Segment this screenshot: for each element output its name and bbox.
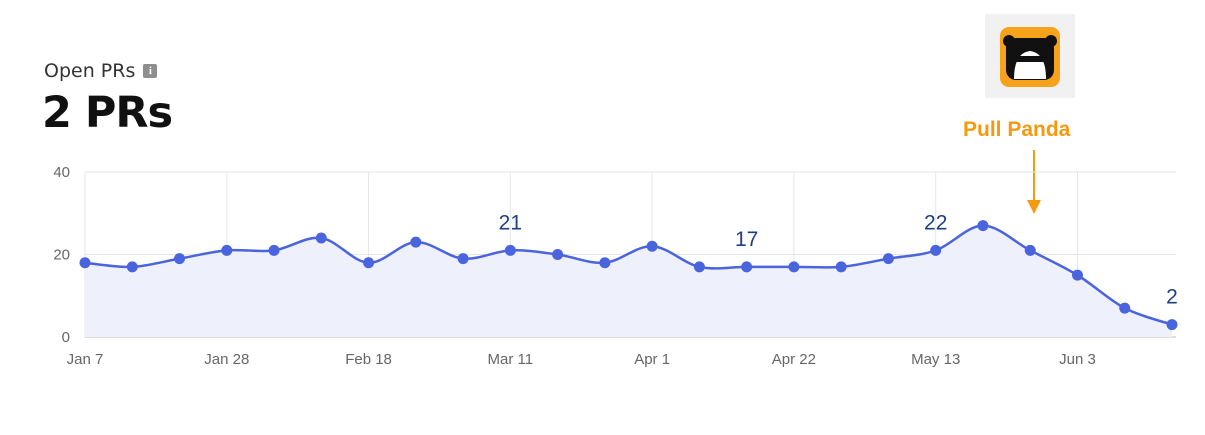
x-tick-label: Jan 28 xyxy=(204,351,249,368)
value-annotation: 22 xyxy=(924,211,947,234)
data-point xyxy=(126,261,138,273)
data-point xyxy=(315,232,327,244)
x-tick-label: Feb 18 xyxy=(345,351,392,368)
data-point xyxy=(835,261,847,273)
data-point xyxy=(930,244,942,256)
y-tick-label: 0 xyxy=(62,329,70,346)
brand-name: Pull Panda xyxy=(963,118,1071,141)
data-point xyxy=(268,244,280,256)
data-point xyxy=(882,253,894,265)
data-point xyxy=(363,257,375,269)
data-point xyxy=(79,257,91,269)
value-annotation: 21 xyxy=(499,211,522,234)
x-tick-label: Jan 7 xyxy=(67,351,104,368)
info-icon[interactable]: i xyxy=(143,64,158,78)
data-point xyxy=(1071,269,1083,281)
panda-logo-icon xyxy=(1000,27,1060,87)
x-tick-label: May 13 xyxy=(911,351,960,368)
data-point xyxy=(174,253,186,265)
data-point xyxy=(1024,244,1036,256)
x-tick-label: Apr 22 xyxy=(772,351,816,368)
data-point xyxy=(1119,302,1131,314)
data-point xyxy=(410,236,422,248)
metric-title: Open PRs xyxy=(44,60,136,82)
data-point xyxy=(741,261,753,273)
data-point xyxy=(504,244,516,256)
metric-value: 2 PRs xyxy=(42,88,173,138)
value-annotation: 17 xyxy=(735,228,758,251)
y-tick-label: 40 xyxy=(53,164,70,181)
data-point xyxy=(646,240,658,252)
series-area xyxy=(85,225,1172,337)
data-point xyxy=(599,257,611,269)
data-point xyxy=(977,220,989,232)
data-point xyxy=(693,261,705,273)
y-tick-label: 20 xyxy=(53,247,70,264)
value-annotation: 2 xyxy=(1166,286,1178,309)
data-point xyxy=(221,244,233,256)
x-tick-label: Apr 1 xyxy=(634,351,670,368)
brand-logo-box xyxy=(985,14,1075,98)
x-tick-label: Jun 3 xyxy=(1059,351,1096,368)
x-tick-label: Mar 11 xyxy=(488,351,534,368)
data-point xyxy=(552,249,564,260)
data-point xyxy=(788,261,800,273)
data-point xyxy=(457,253,469,265)
metric-label: Open PRs i xyxy=(44,60,158,82)
pointer-arrow-icon xyxy=(1027,150,1041,214)
data-point xyxy=(1166,319,1178,331)
